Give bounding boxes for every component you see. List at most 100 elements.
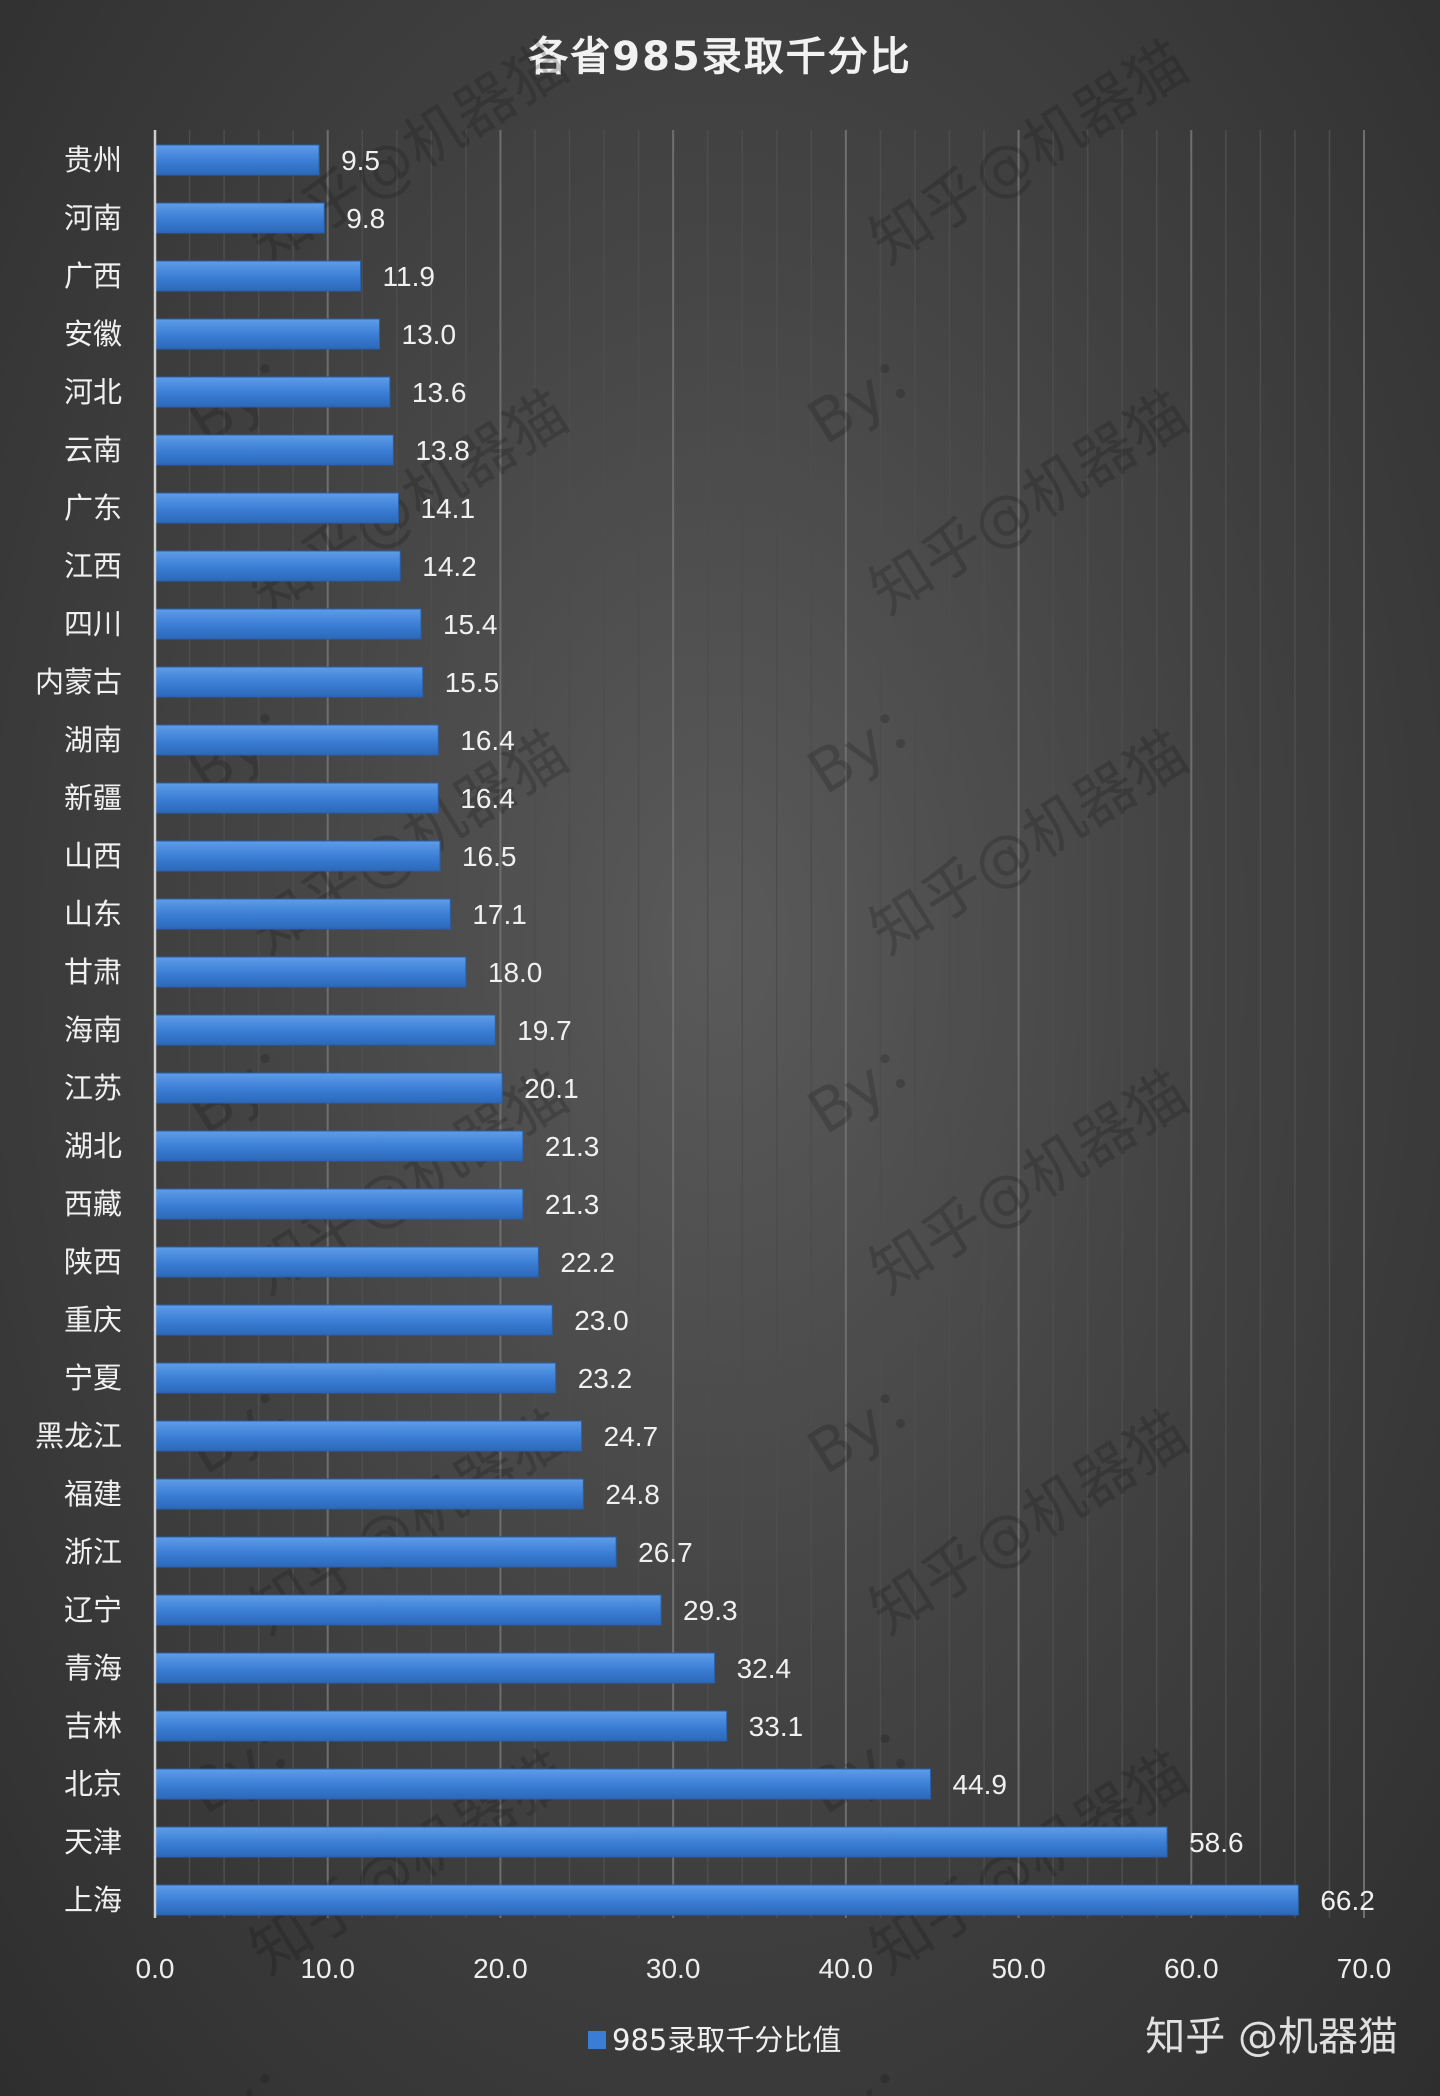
bar <box>154 260 362 292</box>
bar <box>154 956 467 988</box>
data-label: 21.3 <box>545 1189 600 1220</box>
category-label: 西藏 <box>64 1187 122 1221</box>
x-tick-label: 50.0 <box>991 1953 1046 1984</box>
data-label: 14.1 <box>421 493 476 524</box>
legend-swatch <box>588 2031 606 2049</box>
category-label: 黑龙江 <box>35 1419 122 1453</box>
chart-title: 各省985录取千分比 <box>528 34 912 80</box>
category-label: 浙江 <box>64 1535 122 1569</box>
watermark-by: By： <box>796 1697 949 1829</box>
bar <box>154 1768 931 1800</box>
data-label: 13.6 <box>412 377 467 408</box>
bar <box>154 724 439 756</box>
category-label: 江苏 <box>64 1071 122 1105</box>
bars <box>154 144 1299 1916</box>
x-tick-label: 40.0 <box>819 1953 874 1984</box>
watermark-text: 知乎@机器猫 <box>858 378 1200 628</box>
category-label: 云南 <box>64 433 122 467</box>
category-label: 河南 <box>64 201 122 235</box>
category-labels: 贵州河南广西安徽河北云南广东江西四川内蒙古湖南新疆山西山东甘肃海南江苏湖北西藏陕… <box>35 143 122 1917</box>
bar <box>154 144 320 176</box>
category-label: 江西 <box>64 549 122 583</box>
x-tick-label: 10.0 <box>300 1953 355 1984</box>
data-label: 23.0 <box>574 1305 629 1336</box>
data-label: 22.2 <box>560 1247 615 1278</box>
watermark-stamp: 知乎@机器猫 By： <box>796 378 1201 809</box>
watermark-by: By： <box>176 2037 329 2096</box>
data-label: 16.4 <box>460 725 515 756</box>
x-tick-label: 0.0 <box>136 1953 175 1984</box>
x-tick-label: 70.0 <box>1337 1953 1392 1984</box>
bar <box>154 608 422 640</box>
x-tick-label: 20.0 <box>473 1953 528 1984</box>
data-label: 15.4 <box>443 609 498 640</box>
bar <box>154 318 381 350</box>
data-label: 20.1 <box>524 1073 579 1104</box>
category-label: 湖南 <box>64 723 122 757</box>
data-label: 19.7 <box>517 1015 572 1046</box>
bar <box>154 1478 584 1510</box>
category-label: 广西 <box>64 259 122 293</box>
data-label: 44.9 <box>952 1769 1007 1800</box>
bar <box>154 1246 539 1278</box>
category-label: 贵州 <box>64 143 122 177</box>
bar <box>154 434 394 466</box>
data-label: 13.8 <box>415 435 470 466</box>
category-label: 新疆 <box>64 781 122 815</box>
bar <box>154 1594 662 1626</box>
data-label: 16.5 <box>462 841 517 872</box>
category-label: 海南 <box>64 1013 122 1047</box>
category-label: 北京 <box>64 1767 122 1801</box>
bar <box>154 1420 583 1452</box>
data-label: 14.2 <box>422 551 477 582</box>
data-label: 15.5 <box>445 667 500 698</box>
bar <box>154 666 424 698</box>
category-label: 辽宁 <box>64 1593 122 1627</box>
x-tick-label: 30.0 <box>646 1953 701 1984</box>
watermark-by: By： <box>796 677 949 809</box>
category-label: 山东 <box>64 897 122 931</box>
data-label: 33.1 <box>749 1711 804 1742</box>
bar <box>154 1188 524 1220</box>
category-label: 福建 <box>64 1477 122 1511</box>
bar <box>154 550 401 582</box>
data-label: 9.5 <box>341 145 380 176</box>
bar <box>154 492 400 524</box>
bar <box>154 376 391 408</box>
bar <box>154 1826 1168 1858</box>
watermark-by: By： <box>796 1017 949 1149</box>
data-label: 26.7 <box>638 1537 693 1568</box>
signature-watermark: 知乎 @机器猫 <box>1145 2014 1398 2060</box>
data-label: 23.2 <box>578 1363 633 1394</box>
category-label: 河北 <box>64 375 122 409</box>
bar <box>154 1884 1299 1916</box>
category-label: 四川 <box>64 607 122 641</box>
data-label: 11.9 <box>383 261 435 292</box>
bar <box>154 782 439 814</box>
category-label: 内蒙古 <box>35 665 122 699</box>
bar <box>154 840 441 872</box>
data-label: 9.8 <box>346 203 385 234</box>
watermark-by: By： <box>796 327 949 459</box>
legend: 985录取千分比值 <box>588 2023 841 2057</box>
watermark-by: By： <box>796 1357 949 1489</box>
bar <box>154 1536 617 1568</box>
category-label: 上海 <box>64 1883 122 1917</box>
legend-label: 985录取千分比值 <box>612 2023 841 2057</box>
bar <box>154 1304 553 1336</box>
bar <box>154 202 325 234</box>
category-label: 广东 <box>64 491 122 525</box>
category-label: 吉林 <box>64 1709 122 1743</box>
data-label: 66.2 <box>1320 1885 1375 1916</box>
bar <box>154 1652 716 1684</box>
data-label: 16.4 <box>460 783 515 814</box>
data-label: 18.0 <box>488 957 543 988</box>
category-label: 湖北 <box>64 1129 122 1163</box>
category-label: 安徽 <box>64 317 122 351</box>
category-label: 山西 <box>64 839 122 873</box>
category-label: 甘肃 <box>64 955 122 989</box>
category-label: 重庆 <box>64 1303 122 1337</box>
